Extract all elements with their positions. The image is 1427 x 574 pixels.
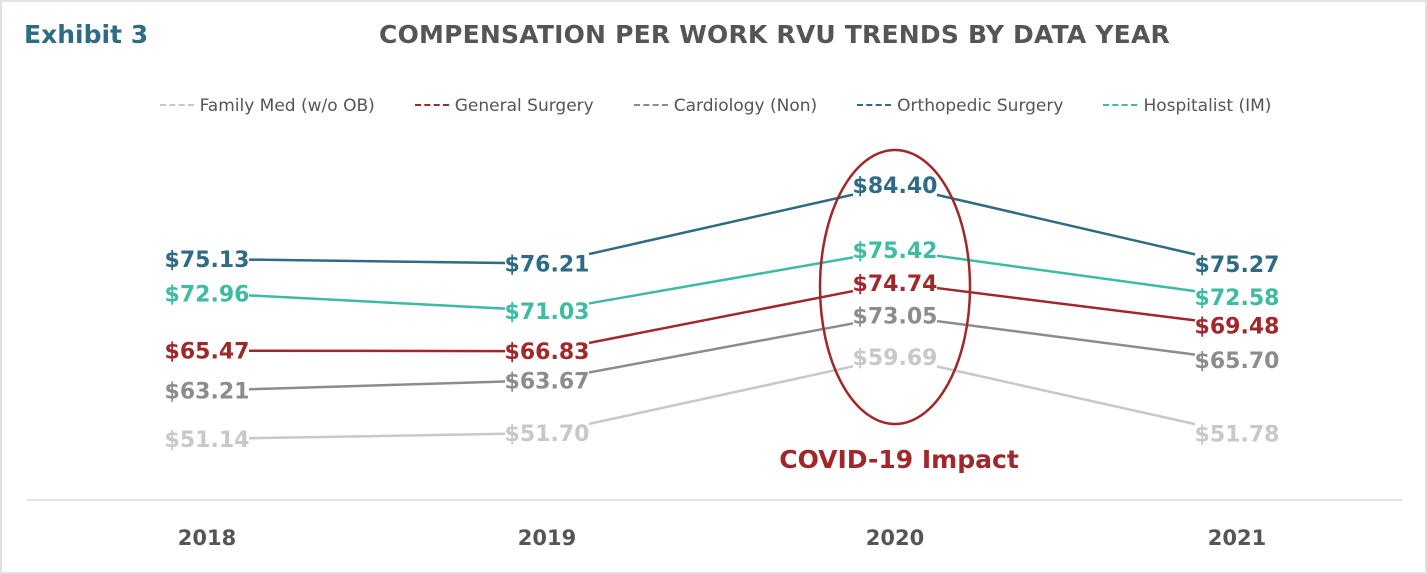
legend-item: Hospitalist (IM) [1103, 96, 1271, 116]
legend-swatch [857, 104, 892, 108]
x-tick-label: 2018 [178, 526, 236, 550]
legend-label: Family Med (w/o OB) [199, 96, 375, 116]
series-line-segment [936, 193, 1196, 256]
legend-item: Cardiology (Non) [633, 96, 818, 116]
series-line-segment [936, 365, 1196, 426]
legend-item: Family Med (w/o OB) [159, 96, 375, 116]
legend-label: Hospitalist (IM) [1143, 96, 1272, 116]
x-tick-label: 2020 [866, 526, 924, 550]
data-label: $65.47 [165, 340, 250, 365]
exhibit-label: Exhibit 3 [24, 20, 149, 49]
legend-swatch [1103, 104, 1138, 108]
series-line-segment [936, 286, 1196, 322]
series-line-segment [588, 256, 854, 305]
data-label: $51.78 [1195, 423, 1280, 448]
data-label: $84.40 [853, 174, 938, 199]
series-line-segment [588, 289, 854, 345]
legend-swatch [633, 104, 668, 108]
annotation-label: COVID-19 Impact [779, 445, 1019, 474]
series-line-segment [936, 319, 1196, 356]
data-label: $69.48 [1195, 315, 1280, 340]
x-tick-label: 2019 [518, 526, 576, 550]
data-label: $63.67 [505, 369, 590, 394]
legend: Family Med (w/o OB) General Surgery Cardio… [2, 96, 1425, 116]
legend-item: General Surgery [414, 96, 594, 116]
data-label: $59.69 [853, 346, 938, 371]
chart-title: COMPENSATION PER WORK RVU TRENDS BY DATA… [379, 20, 1170, 49]
data-label: $75.42 [853, 239, 938, 264]
data-label: $65.70 [1195, 349, 1280, 374]
series-line-segment [248, 432, 506, 440]
series-line-segment [248, 258, 506, 265]
data-label: $63.21 [165, 380, 250, 405]
series-line-segment [248, 380, 506, 391]
series-line-segment [588, 322, 854, 374]
legend-label: General Surgery [454, 96, 594, 116]
data-label: $72.96 [165, 282, 250, 307]
legend-swatch [414, 104, 449, 108]
data-label: $74.74 [853, 272, 938, 297]
legend-label: Orthopedic Surgery [897, 96, 1064, 116]
legend-label: Cardiology (Non) [673, 96, 818, 116]
series-line-segment [936, 254, 1196, 293]
data-label: $66.83 [505, 340, 590, 365]
data-label: $73.05 [853, 305, 938, 330]
legend-swatch [159, 104, 194, 108]
series-line-segment [248, 294, 506, 310]
legend-item: Orthopedic Surgery [857, 96, 1063, 116]
data-label: $75.13 [165, 248, 250, 273]
covid-highlight-ellipse [818, 148, 972, 426]
series-line-segment [588, 365, 854, 426]
x-tick-label: 2021 [1208, 526, 1266, 550]
data-label: $76.21 [505, 253, 590, 278]
data-label: $72.58 [1195, 286, 1280, 311]
data-label: $71.03 [505, 300, 590, 325]
series-line-segment [588, 193, 854, 256]
data-label: $75.27 [1195, 253, 1280, 278]
data-label: $51.70 [505, 422, 590, 447]
data-label: $51.14 [165, 428, 250, 453]
